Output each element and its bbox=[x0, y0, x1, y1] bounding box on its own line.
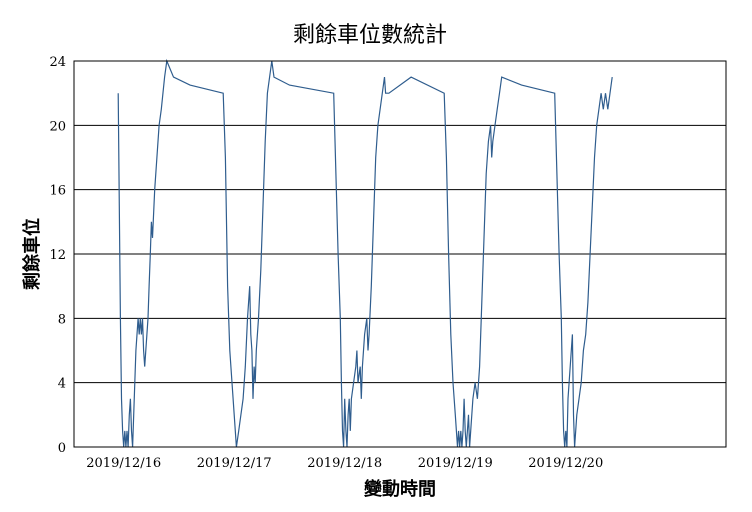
y-tick-label: 24 bbox=[49, 55, 66, 70]
x-tick-labels: 2019/12/16 2019/12/17 2019/12/18 2019/12/19… bbox=[86, 456, 603, 471]
chart-title: 剩餘車位數統計 bbox=[293, 23, 447, 48]
y-tick-labels: 0 4 8 12 16 20 24 bbox=[49, 55, 66, 456]
x-tick-label: 2019/12/16 bbox=[86, 456, 161, 471]
x-tick-label: 2019/12/17 bbox=[197, 456, 272, 471]
y-tick-label: 4 bbox=[58, 377, 66, 392]
series-line-remaining-spaces bbox=[117, 58, 613, 448]
x-tick-label: 2019/12/19 bbox=[418, 456, 493, 471]
y-axis-label: 剩餘車位 bbox=[21, 218, 43, 290]
y-tick-label: 12 bbox=[49, 248, 66, 263]
plot-area-frame bbox=[73, 60, 727, 448]
x-axis-label: 變動時間 bbox=[364, 478, 436, 500]
y-tick-label: 0 bbox=[58, 441, 66, 456]
y-tick-label: 16 bbox=[49, 184, 66, 199]
grid-lines bbox=[74, 60, 726, 448]
y-tick-label: 8 bbox=[58, 312, 66, 327]
y-tick-label: 20 bbox=[49, 119, 66, 134]
x-tick-label: 2019/12/20 bbox=[528, 456, 603, 471]
x-tick-label: 2019/12/18 bbox=[307, 456, 382, 471]
